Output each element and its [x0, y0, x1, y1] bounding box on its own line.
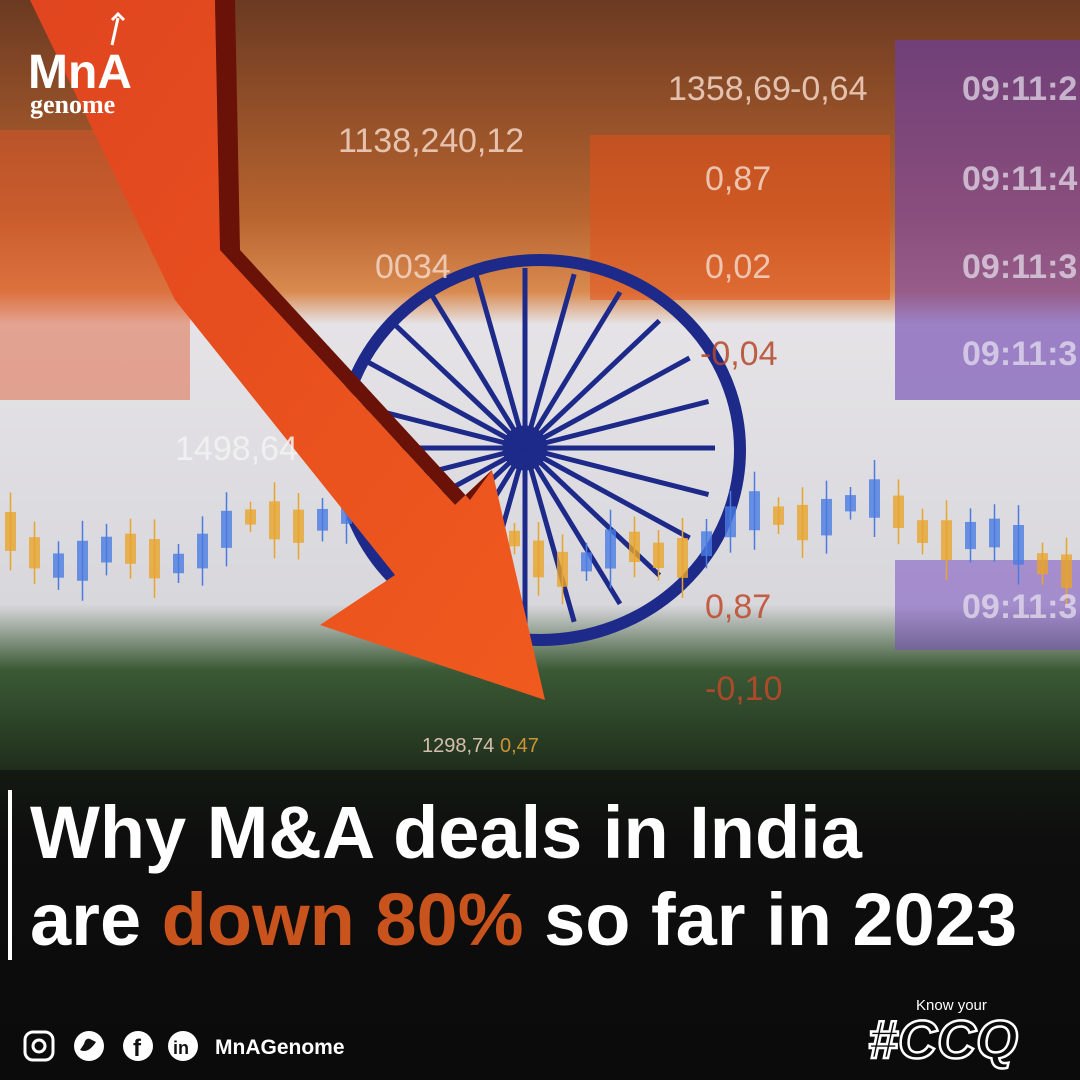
headline-part: so far in 2023 [544, 878, 1017, 961]
spoke [522, 446, 623, 606]
handle[interactable]: MnAGenome [215, 1036, 345, 1059]
logo[interactable]: MnA genome [28, 11, 132, 119]
spoke [522, 290, 623, 450]
spoke [473, 273, 528, 449]
down-arrow [30, 0, 545, 700]
tagline: Know your [916, 997, 987, 1014]
spoke [522, 273, 577, 449]
ticker: 0,02 [705, 248, 771, 286]
spoke [388, 318, 527, 450]
logo-text: MnA [28, 46, 132, 99]
ticker: -0,04 [700, 335, 778, 373]
overlay [0, 770, 1080, 1080]
spoke [523, 355, 691, 451]
ticker: -0,64 [790, 70, 868, 108]
headline-part: are [30, 878, 141, 961]
headline: Why M&A deals in India [30, 791, 863, 874]
linkedin-icon[interactable]: in [168, 1031, 198, 1061]
ticker: 1138,24 [338, 122, 458, 160]
accent-bar [8, 790, 12, 960]
spoke [427, 290, 528, 450]
panel [895, 40, 1080, 400]
facebook-icon[interactable]: f [123, 1031, 153, 1062]
ticker: 09:11:4 [962, 160, 1077, 198]
headline: are down 80% so far in 2023 [30, 878, 1017, 961]
spoke [524, 398, 710, 451]
panel [895, 560, 1080, 650]
twitter-icon[interactable] [74, 1031, 104, 1061]
ticker: -0,10 [705, 670, 783, 708]
ticker: 1498,64 [175, 430, 298, 468]
ticker: 09:11:3 [962, 248, 1077, 286]
ticker: 09:11:3 [962, 588, 1077, 626]
panel [590, 135, 890, 300]
logo-arrow [110, 11, 126, 46]
spoke [523, 445, 691, 541]
instagram-icon[interactable] [23, 1030, 55, 1062]
logo-sub: genome [30, 90, 115, 119]
spoke [524, 445, 710, 498]
hashtag: #CCQ [868, 1010, 1018, 1070]
svg-text:in: in [173, 1038, 189, 1058]
ticker: 1298,74 [422, 735, 494, 757]
ticker: 0,87 [705, 588, 771, 626]
spoke [522, 447, 577, 623]
ticker: 0,12 [458, 122, 524, 160]
spoke [523, 318, 662, 450]
social-icons: f in [23, 1030, 198, 1062]
ticker: 0034 [375, 248, 451, 286]
ticker: 1358,69 [668, 70, 791, 108]
ticker: 0,47 [500, 735, 539, 757]
ticker: 09:11:3 [962, 335, 1077, 373]
ticker: 0,87 [705, 160, 771, 198]
headline-highlight: down 80% [162, 878, 524, 961]
spoke [359, 355, 527, 451]
svg-text:f: f [133, 1035, 142, 1062]
ticker: 09:11:2 [962, 70, 1077, 108]
